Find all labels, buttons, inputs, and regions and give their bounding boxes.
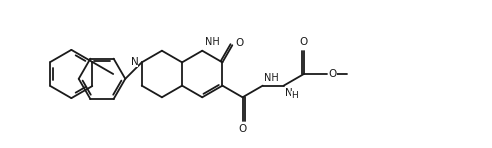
- Text: O: O: [329, 69, 337, 79]
- Text: NH: NH: [205, 37, 220, 47]
- Text: N: N: [130, 57, 138, 67]
- Text: NH: NH: [265, 74, 279, 83]
- Text: N: N: [285, 88, 293, 98]
- Text: O: O: [235, 38, 243, 49]
- Text: O: O: [239, 124, 246, 134]
- Text: H: H: [291, 91, 298, 100]
- Text: O: O: [300, 37, 308, 47]
